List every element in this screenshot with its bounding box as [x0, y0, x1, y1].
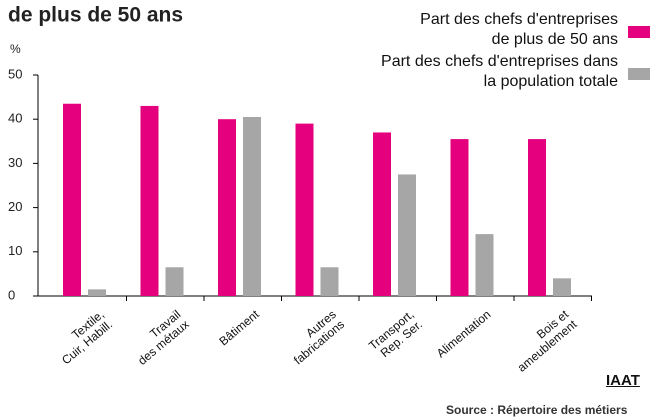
y-tick-label: 20: [8, 199, 22, 214]
bar: [140, 105, 159, 296]
y-tick-label: 0: [8, 287, 15, 302]
bar: [528, 139, 546, 296]
bar: [243, 116, 261, 297]
y-axis-label: %: [10, 42, 21, 56]
y-tick-label: 10: [8, 243, 22, 258]
bar: [475, 234, 494, 296]
legend-swatch: [628, 26, 650, 38]
bar: [88, 289, 106, 296]
bar: [398, 174, 416, 296]
bar: [320, 267, 339, 296]
legend-swatch: [628, 68, 650, 80]
y-tick-label: 50: [8, 66, 22, 81]
y-tick-label: 40: [8, 111, 22, 126]
bar: [553, 278, 571, 296]
brand: IAAT: [606, 372, 640, 389]
bar: [373, 132, 391, 296]
legend-label: Part des chefs d'entreprises de plus de …: [420, 11, 618, 48]
bar: [165, 267, 184, 296]
y-tick-label: 30: [8, 155, 22, 170]
legend-label: Part des chefs d'entreprises dans la pop…: [381, 53, 618, 90]
bar: [63, 103, 81, 296]
source: Source : Répertoire des métiers: [446, 403, 628, 417]
chart-title: de plus de 50 ans: [8, 4, 183, 27]
bar: [218, 119, 236, 296]
bar: [450, 139, 469, 296]
bar: [295, 123, 314, 297]
